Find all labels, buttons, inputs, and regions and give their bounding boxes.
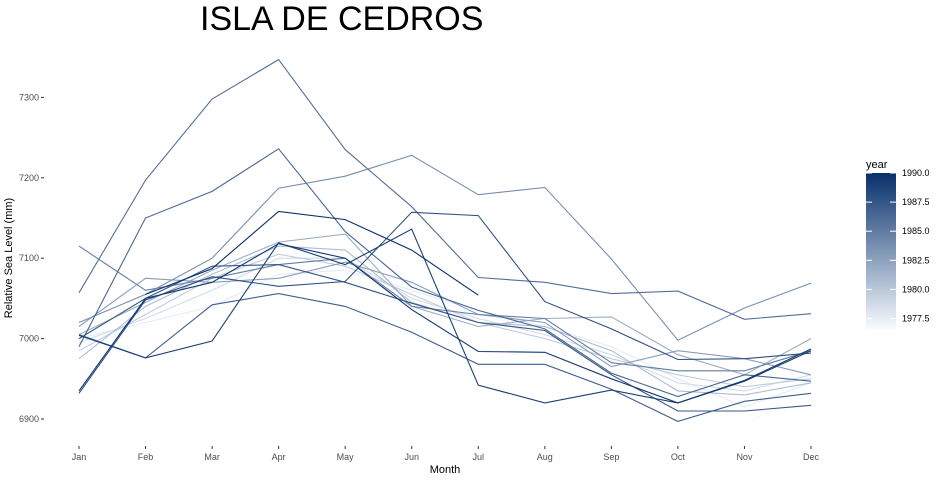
y-tick-label: 6900 [19,414,39,424]
legend-ticks: 1977.5 1980.0 1982.5 1985.0 1987.5 1990.0 [866,168,930,324]
y-tick-label: 7000 [19,334,39,344]
x-tick-label: Jul [473,452,485,462]
series-line [78,264,812,412]
x-tick-label: Sep [603,452,619,462]
y-axis-title: Relative Sea Level (mm) [3,198,15,318]
series-line [78,211,812,394]
x-tick-label: Mar [204,452,220,462]
series-line [78,58,812,320]
legend-title: year [866,159,888,171]
x-tick-label: Dec [803,452,820,462]
series-line [78,233,812,376]
series-line [78,269,812,408]
x-tick-label: Nov [736,452,753,462]
series-line [78,261,812,376]
legend-tick-label: 1980.0 [902,284,930,294]
x-tick-label: May [337,452,355,462]
series-line [78,249,812,428]
x-axis: Jan Feb Mar Apr May Jun Jul Aug Sep Oct Nov Dec [72,446,820,462]
series-line [78,154,812,341]
chart-title: ISLA DE CEDROS [200,0,483,38]
series-line [78,245,812,396]
series-line [78,253,812,388]
legend-tick-label: 1987.5 [902,197,930,207]
x-tick-label: Apr [272,452,286,462]
x-tick-label: Feb [138,452,154,462]
series-line [145,210,479,296]
x-tick-label: Jan [72,452,87,462]
plot-lines [78,58,812,428]
legend-tick-label: 1977.5 [902,314,930,324]
legend-tick-label: 1982.5 [902,255,930,265]
legend-colorbar [866,173,896,329]
x-tick-label: Jun [404,452,419,462]
series-line [78,243,812,404]
legend-tick-label: 1990.0 [902,168,930,178]
series-line [78,148,812,398]
x-tick-label: Aug [537,452,553,462]
y-tick-label: 7300 [19,92,39,102]
x-axis-title: Month [430,464,461,476]
x-tick-label: Oct [671,452,686,462]
series-line [78,293,812,422]
y-tick-label: 7100 [19,253,39,263]
color-legend: year 1977.5 1980.0 1982.5 1985.0 1987.5 1990.… [866,159,930,329]
y-tick-label: 7200 [19,173,39,183]
y-axis: 6900 7000 7100 7200 7300 [19,92,44,424]
legend-tick-label: 1985.0 [902,226,930,236]
